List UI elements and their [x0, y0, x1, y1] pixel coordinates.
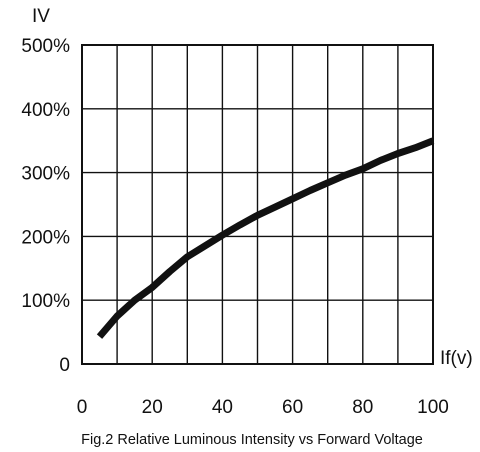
plot-frame — [81, 44, 434, 365]
series-line — [96, 137, 435, 339]
y-tick-label: 0 — [59, 355, 70, 376]
x-tick-label: 40 — [212, 397, 233, 418]
x-tick-label: 0 — [77, 397, 88, 418]
y-tick-label: 100% — [21, 291, 70, 312]
x-tick-label: 60 — [282, 397, 303, 418]
grid — [81, 44, 434, 365]
y-axis-label: IV — [32, 6, 50, 27]
chart-caption: Fig.2 Relative Luminous Intensity vs For… — [81, 432, 423, 448]
y-tick-label: 500% — [21, 36, 70, 57]
y-tick-label: 400% — [21, 100, 70, 121]
y-tick-label: 200% — [21, 227, 70, 248]
x-tick-label: 80 — [352, 397, 373, 418]
y-tick-label: 300% — [21, 164, 70, 185]
y-tick-labels: 0 100% 200% 300% 400% 500% — [21, 36, 70, 376]
x-axis-label: If(v) — [440, 348, 473, 369]
x-tick-label: 20 — [142, 397, 163, 418]
x-tick-label: 100 — [417, 397, 449, 418]
x-tick-labels: 0 20 40 60 80 100 — [77, 397, 449, 418]
